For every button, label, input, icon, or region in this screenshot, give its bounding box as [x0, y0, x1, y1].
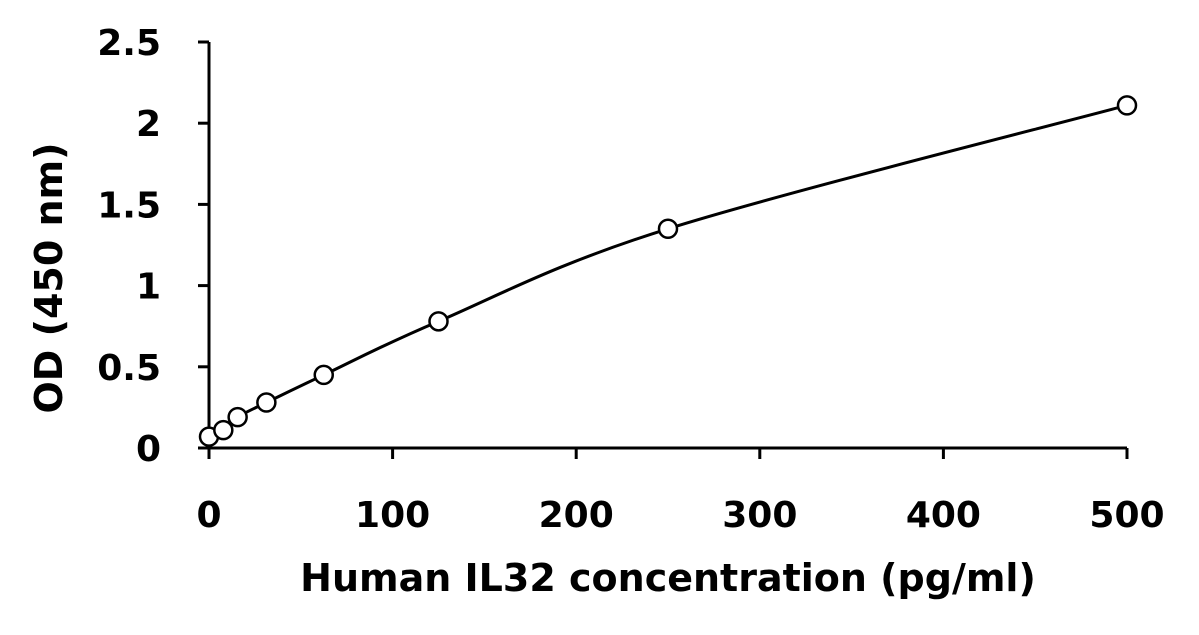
data-point — [1116, 95, 1138, 116]
y-tick-label: 2.5 — [97, 23, 161, 64]
y-tick-label: 0.5 — [97, 348, 161, 389]
x-tick-label: 200 — [539, 495, 614, 536]
x-tick-label: 300 — [722, 495, 797, 536]
x-axis-title: Human IL32 concentration (pg/ml) — [300, 556, 1036, 600]
data-point — [657, 218, 679, 240]
data-point — [313, 364, 334, 386]
x-tick-label: 500 — [1089, 495, 1164, 536]
y-tick-label: 2 — [136, 104, 161, 145]
y-tick-label: 1.5 — [97, 185, 161, 226]
axes — [207, 42, 1127, 450]
x-tick-label: 400 — [906, 495, 981, 536]
y-tick-label: 0 — [136, 429, 161, 470]
data-point — [213, 419, 234, 441]
y-axis-title: OD (450 nm) — [27, 142, 71, 413]
data-point — [256, 392, 277, 413]
y-axis-ticks: 0 0.5 1 1.5 2 2.5 — [97, 23, 209, 470]
data-point — [428, 311, 449, 332]
x-tick-label: 0 — [196, 495, 221, 536]
x-tick-label: 100 — [355, 495, 430, 536]
data-points — [198, 95, 1138, 447]
fit-curve — [208, 103, 1128, 439]
x-axis-ticks: 0 100 200 300 400 500 — [196, 448, 1165, 536]
data-point — [227, 406, 248, 428]
y-tick-label: 1 — [136, 267, 161, 308]
